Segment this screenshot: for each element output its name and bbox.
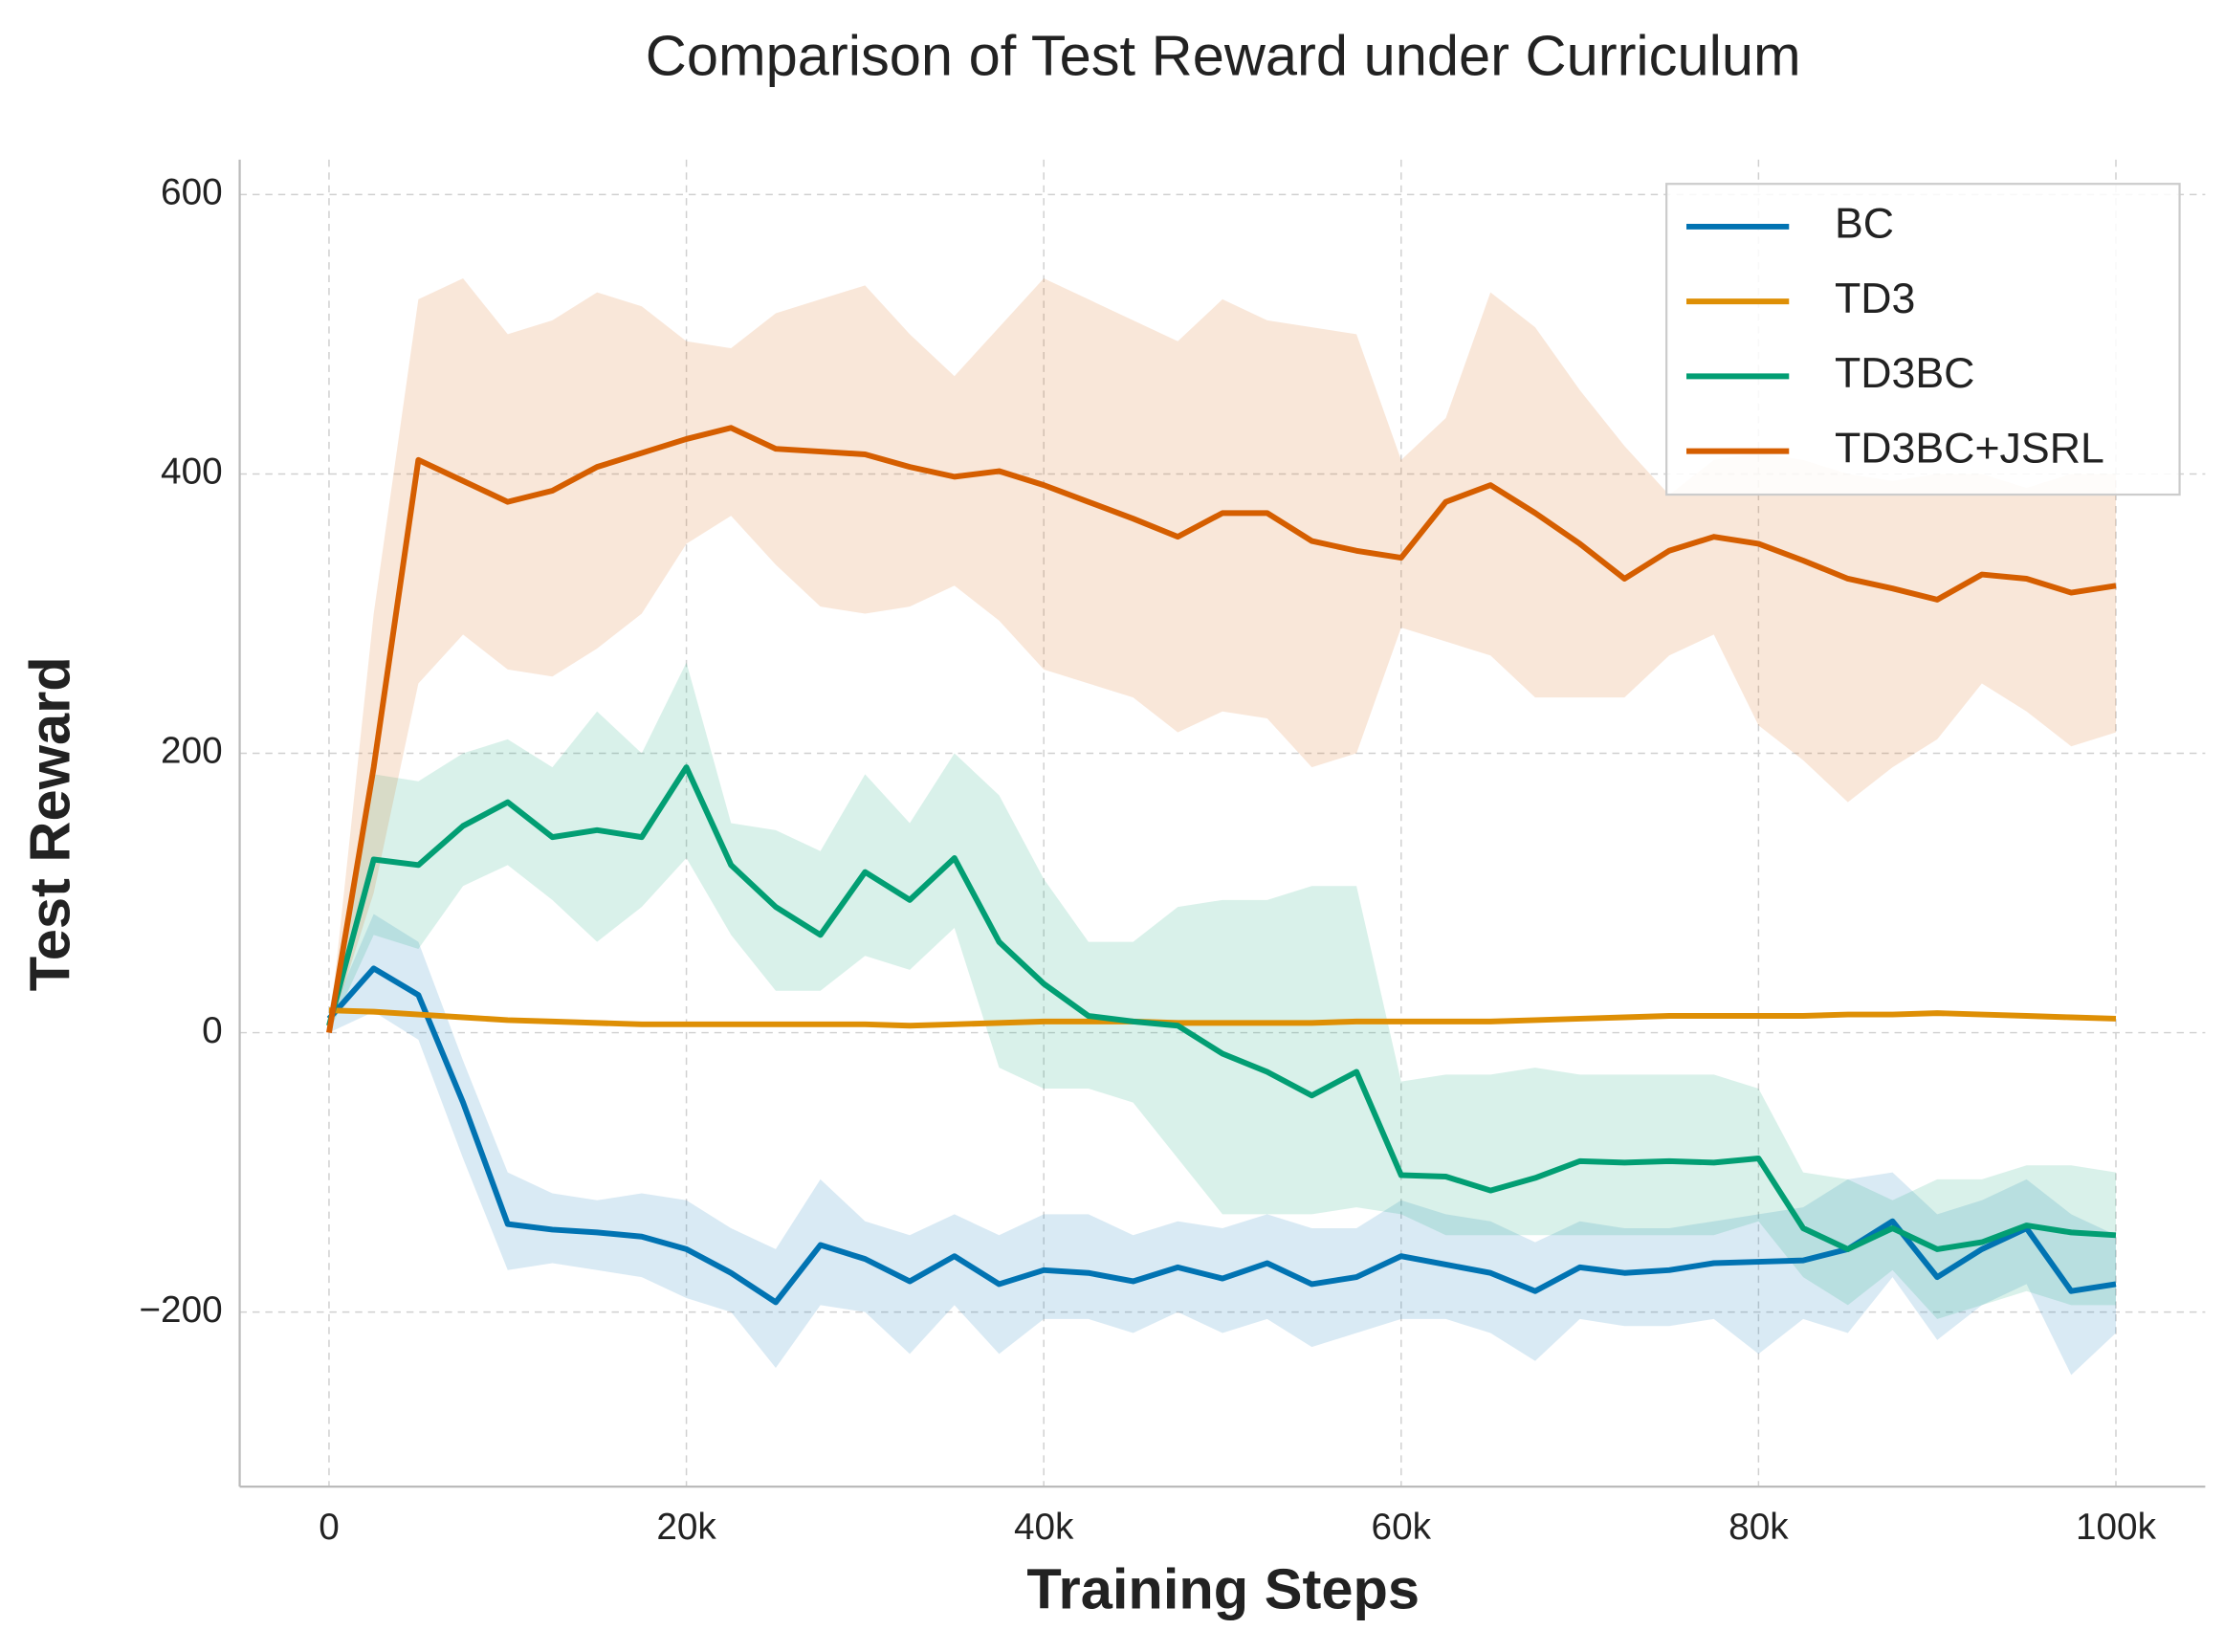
y-tick-label: 600 [161,172,223,213]
x-tick-label: 0 [319,1507,340,1548]
line [326,764,2117,1252]
legend: BC TD3 TD3BC TD3BC+JSRL [1665,183,2181,496]
legend-label: TD3 [1835,275,1915,322]
x-tick-label: 100k [2076,1507,2157,1548]
error-band [328,278,2116,1033]
x-tick-label: 40k [1014,1507,1074,1548]
x-tick-label: 20k [656,1507,716,1548]
y-tick-label: −200 [139,1289,222,1331]
y-tick-label: 0 [202,1010,223,1051]
line [328,1007,2117,1029]
y-axis-label: Test Reward [18,656,82,991]
legend-label: TD3BC+JSRL [1835,425,2104,472]
chart-title: Comparison of Test Reward under Curricul… [646,23,1801,87]
y-tick-label: 400 [161,452,223,493]
x-tick-label: 80k [1729,1507,1789,1548]
legend-box [1665,183,2181,496]
line [326,965,2117,1306]
error-band [328,914,2116,1376]
line [326,425,2117,1034]
x-axis-label: Training Steps [1026,1557,1420,1621]
y-tick-label: 200 [161,731,223,772]
error-band [328,662,2116,1319]
legend-label: BC [1835,201,1894,248]
x-tick-label: 60k [1372,1507,1432,1548]
legend-label: TD3BC [1835,350,1975,397]
